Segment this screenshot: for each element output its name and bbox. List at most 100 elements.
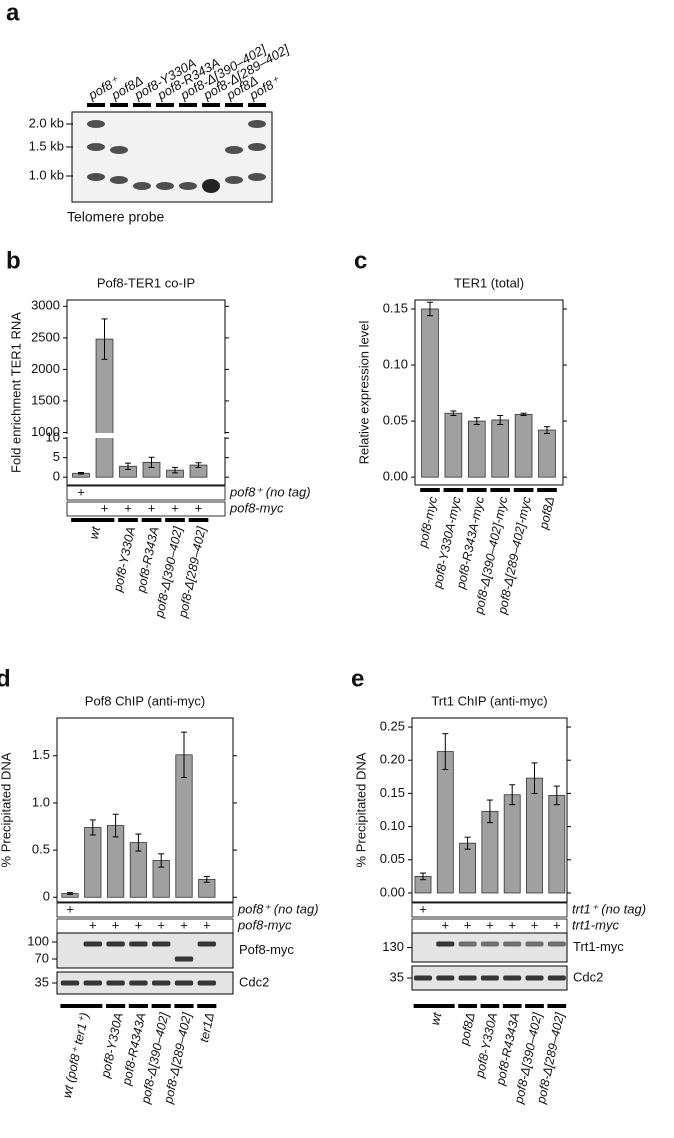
row-mark: +: [508, 917, 516, 932]
gel-band: [110, 176, 128, 184]
row-mark: +: [419, 901, 427, 916]
y-tick-label: 0.05: [380, 851, 405, 866]
y-tick-label: 2000: [31, 361, 60, 376]
gel-band: [225, 146, 243, 154]
row-mark: +: [66, 901, 74, 916]
blot-band: [174, 980, 194, 986]
row-mark: +: [195, 500, 203, 515]
x-tick-label: pof8-R343A: [134, 525, 162, 594]
y-tick-label: 1.0: [32, 794, 50, 809]
blot-label: Pof8-myc: [239, 942, 294, 957]
row-label: trt1-myc: [572, 917, 619, 932]
y-axis-label: % Precipitated DNA: [0, 752, 13, 867]
blot-band: [413, 975, 433, 981]
row-mark: +: [77, 484, 85, 499]
row-label: pof8-myc: [229, 500, 284, 515]
blot-band: [503, 941, 522, 947]
lane-bar: [110, 103, 128, 107]
bar: [421, 308, 439, 478]
group-bar: [128, 1004, 148, 1008]
blot-marker: 100: [27, 933, 49, 948]
group-bar: [480, 1004, 500, 1008]
blot-band: [436, 941, 455, 947]
chart-title: Pof8 ChIP (anti-myc): [85, 693, 205, 708]
bar: [526, 777, 543, 894]
blot: [56, 932, 234, 969]
bar: [491, 419, 510, 478]
panel-letter: a: [6, 0, 20, 26]
bar: [84, 827, 102, 898]
bar: [503, 794, 521, 894]
blot-band: [129, 980, 148, 986]
axis-break: [64, 434, 228, 437]
y-tick-label: 0.15: [380, 785, 405, 800]
group-bar: [420, 488, 440, 492]
blot-band: [197, 941, 217, 947]
y-tick-label: 5: [53, 449, 60, 464]
group-bar: [188, 518, 209, 522]
row-mark: +: [180, 917, 188, 932]
y-tick-label: 10: [46, 430, 60, 445]
table-row: [411, 902, 568, 918]
row-mark: +: [171, 500, 179, 515]
gel-band: [87, 120, 105, 128]
row-mark: +: [442, 917, 450, 932]
y-tick-label: 0.5: [32, 842, 50, 857]
ladder-label: 2.0 kb: [29, 115, 64, 130]
x-tick-label: wt: [428, 1011, 444, 1027]
group-bar: [466, 488, 487, 492]
row-label: pof8-myc: [237, 917, 292, 932]
blot-band: [436, 975, 455, 981]
y-axis-label: Fold enrichment TER1 RNA: [8, 312, 23, 473]
y-tick-label: 0: [53, 469, 60, 484]
blot-label: Trt1-myc: [573, 939, 624, 954]
blot-band: [197, 980, 217, 986]
x-tick-label: wt (pof8⁺ ter1⁺): [60, 1011, 92, 1099]
y-tick-label: 0.05: [383, 413, 408, 428]
x-tick-label: pof8Δ: [457, 1011, 478, 1047]
row-mark: +: [124, 500, 132, 515]
chart-title: Trt1 ChIP (anti-myc): [431, 693, 547, 708]
gel-band: [202, 179, 220, 193]
y-tick-label: 0.00: [383, 469, 408, 484]
row-label: pof8⁺ (no tag): [237, 901, 319, 916]
group-bar: [490, 488, 511, 492]
x-tick-label: wt: [87, 525, 103, 541]
row-mark: +: [464, 917, 472, 932]
blot-marker: 35: [390, 969, 404, 984]
blot-band: [458, 975, 477, 981]
blot-marker: 130: [382, 939, 404, 954]
row-label: trt1⁺ (no tag): [572, 901, 646, 916]
row-mark: +: [553, 917, 561, 932]
plot-frame: [411, 717, 568, 903]
gel-band: [87, 173, 105, 181]
plot-frame: [66, 299, 226, 486]
bar: [436, 751, 454, 894]
gel-band: [248, 173, 266, 181]
lane-bar: [225, 103, 243, 107]
y-tick-label: 3000: [31, 298, 60, 313]
table-row: [66, 485, 226, 501]
ladder-label: 1.5 kb: [29, 138, 64, 153]
group-bar: [443, 488, 464, 492]
row-mark: +: [135, 917, 143, 932]
blot-band: [106, 941, 125, 947]
plot-frame: [56, 717, 234, 903]
gel-band: [133, 182, 151, 190]
blot-band: [525, 941, 544, 947]
table-row: [56, 902, 234, 918]
bar: [538, 429, 556, 478]
blot-band: [129, 941, 148, 947]
panel-letter: e: [351, 665, 364, 692]
y-tick-label: 0.20: [380, 752, 405, 767]
blot-band: [547, 941, 566, 947]
group-bar: [60, 1004, 103, 1008]
lane-bar: [156, 103, 174, 107]
blot-marker: 35: [35, 974, 49, 989]
blot-band: [174, 956, 194, 962]
y-tick-label: 0.10: [380, 818, 405, 833]
y-tick-label: 1500: [31, 392, 60, 407]
group-bar: [502, 1004, 522, 1008]
group-bar: [106, 1004, 126, 1008]
blot-label: Cdc2: [239, 974, 269, 989]
